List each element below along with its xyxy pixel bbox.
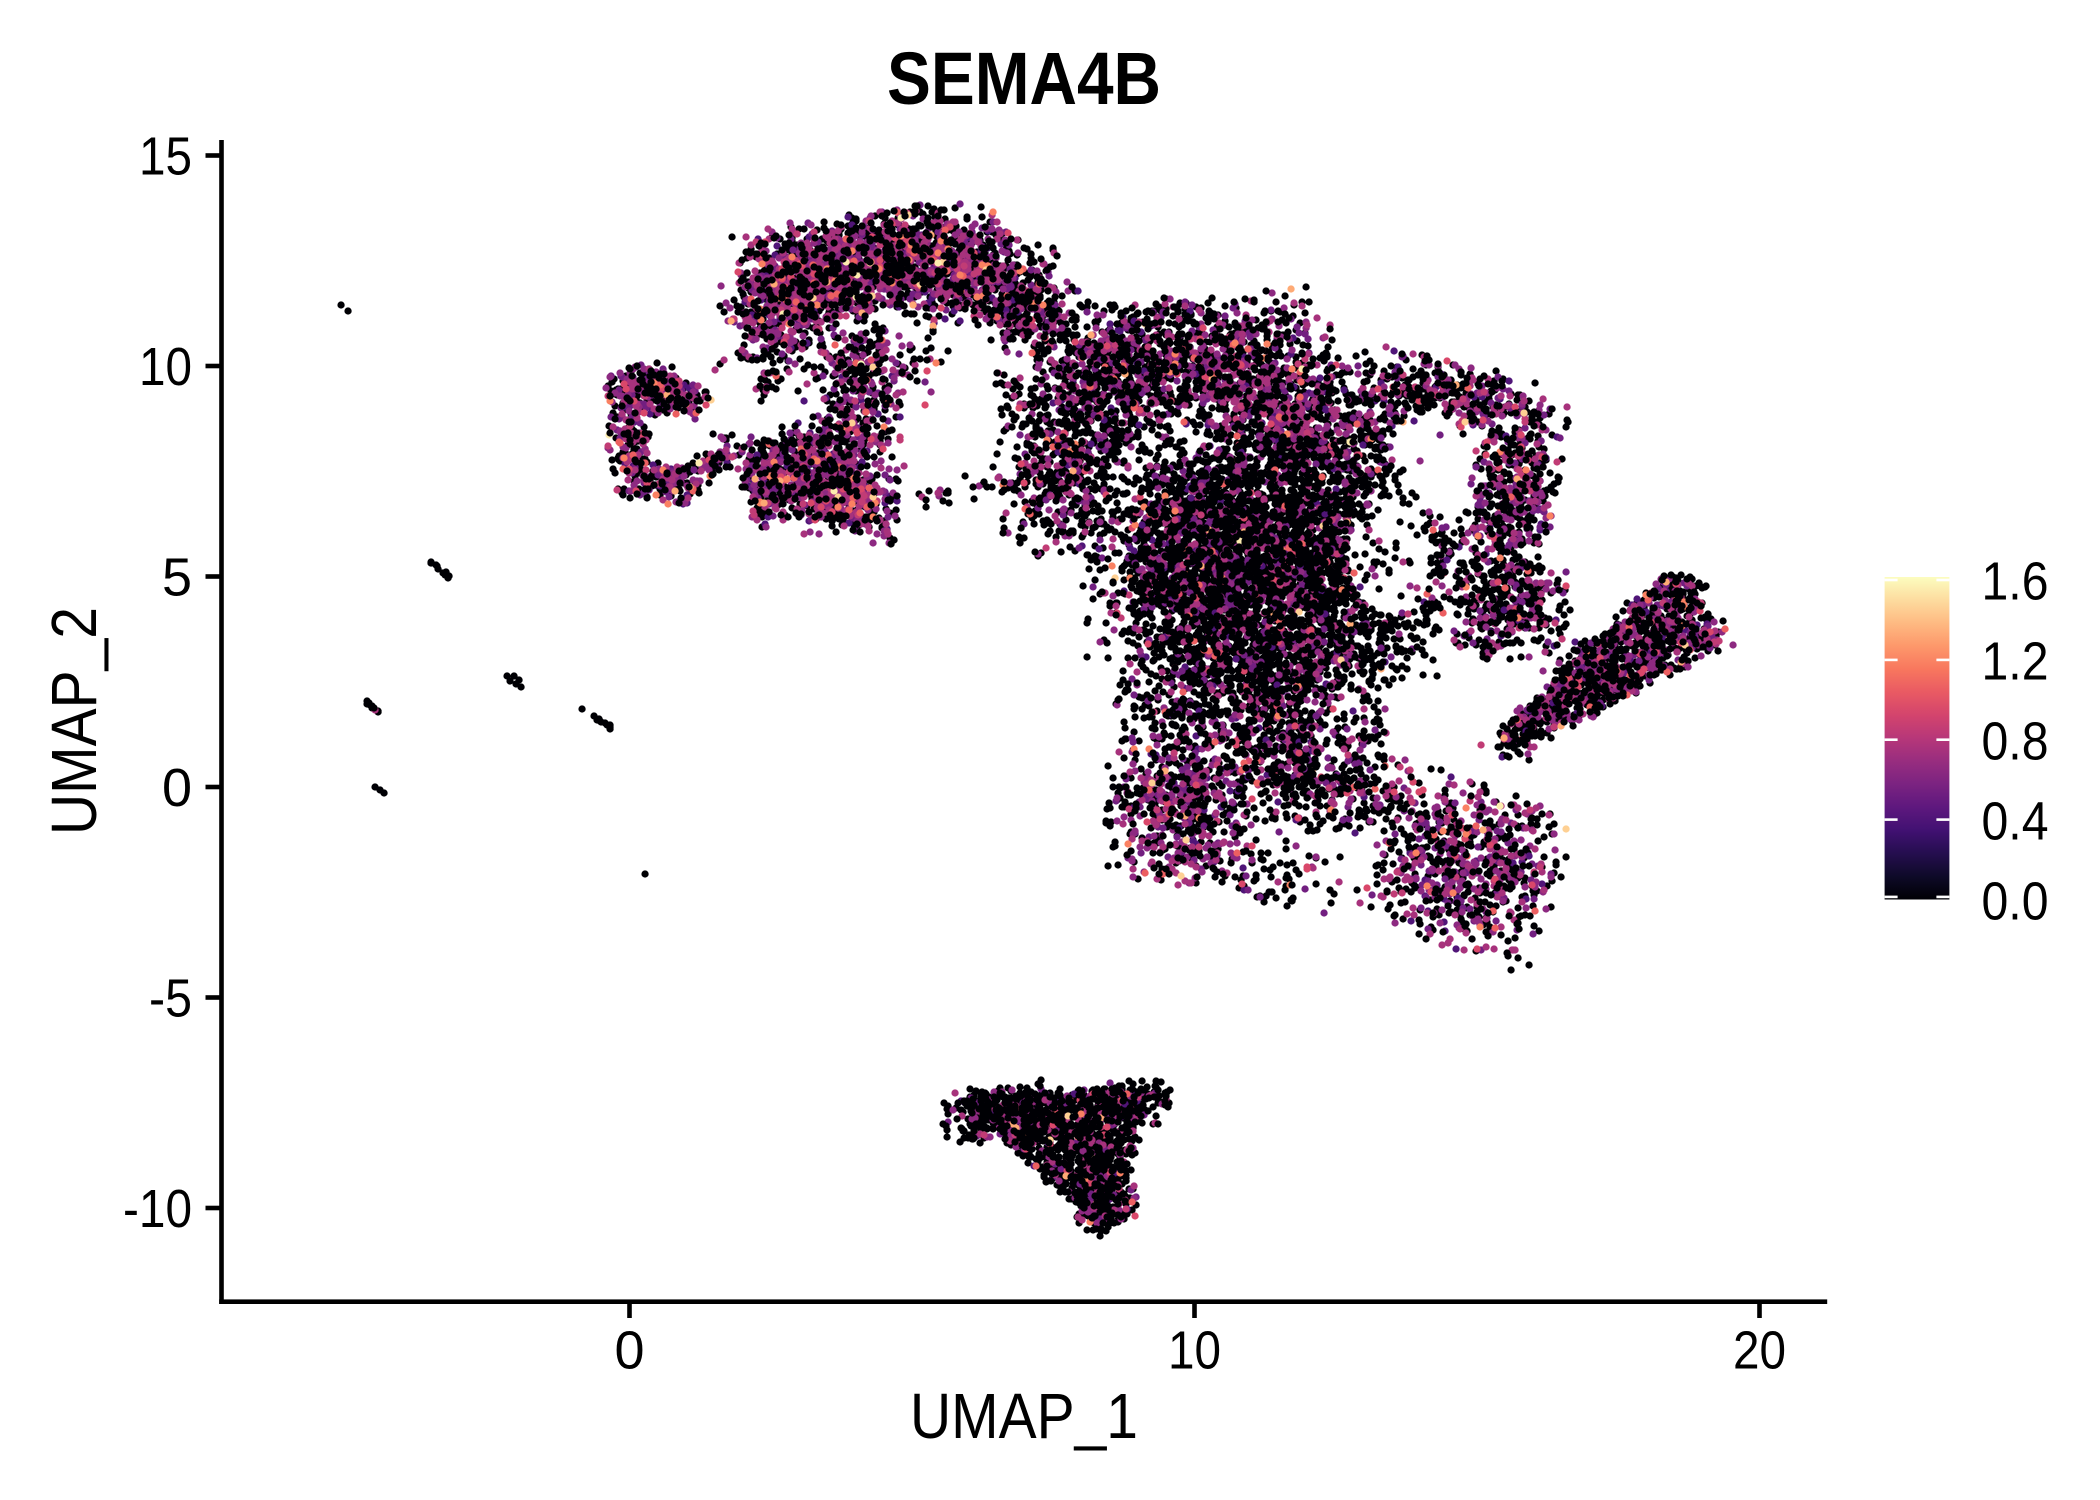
svg-text:15: 15 bbox=[139, 127, 192, 187]
svg-text:SEMA4B: SEMA4B bbox=[887, 37, 1161, 120]
svg-text:-10: -10 bbox=[123, 1179, 192, 1239]
svg-text:0: 0 bbox=[614, 1321, 644, 1381]
svg-text:0.4: 0.4 bbox=[1982, 792, 2049, 852]
svg-text:0.0: 0.0 bbox=[1982, 872, 2049, 932]
svg-text:10: 10 bbox=[139, 337, 192, 397]
svg-text:-5: -5 bbox=[149, 969, 192, 1029]
svg-text:1.2: 1.2 bbox=[1982, 632, 2049, 692]
svg-text:UMAP_1: UMAP_1 bbox=[910, 1380, 1138, 1452]
svg-text:UMAP_2: UMAP_2 bbox=[38, 607, 110, 835]
svg-text:5: 5 bbox=[162, 548, 192, 608]
svg-text:20: 20 bbox=[1733, 1321, 1786, 1381]
svg-text:0.8: 0.8 bbox=[1982, 712, 2049, 772]
svg-text:1.6: 1.6 bbox=[1982, 552, 2049, 612]
svg-text:10: 10 bbox=[1168, 1321, 1221, 1381]
svg-text:0: 0 bbox=[162, 758, 192, 818]
